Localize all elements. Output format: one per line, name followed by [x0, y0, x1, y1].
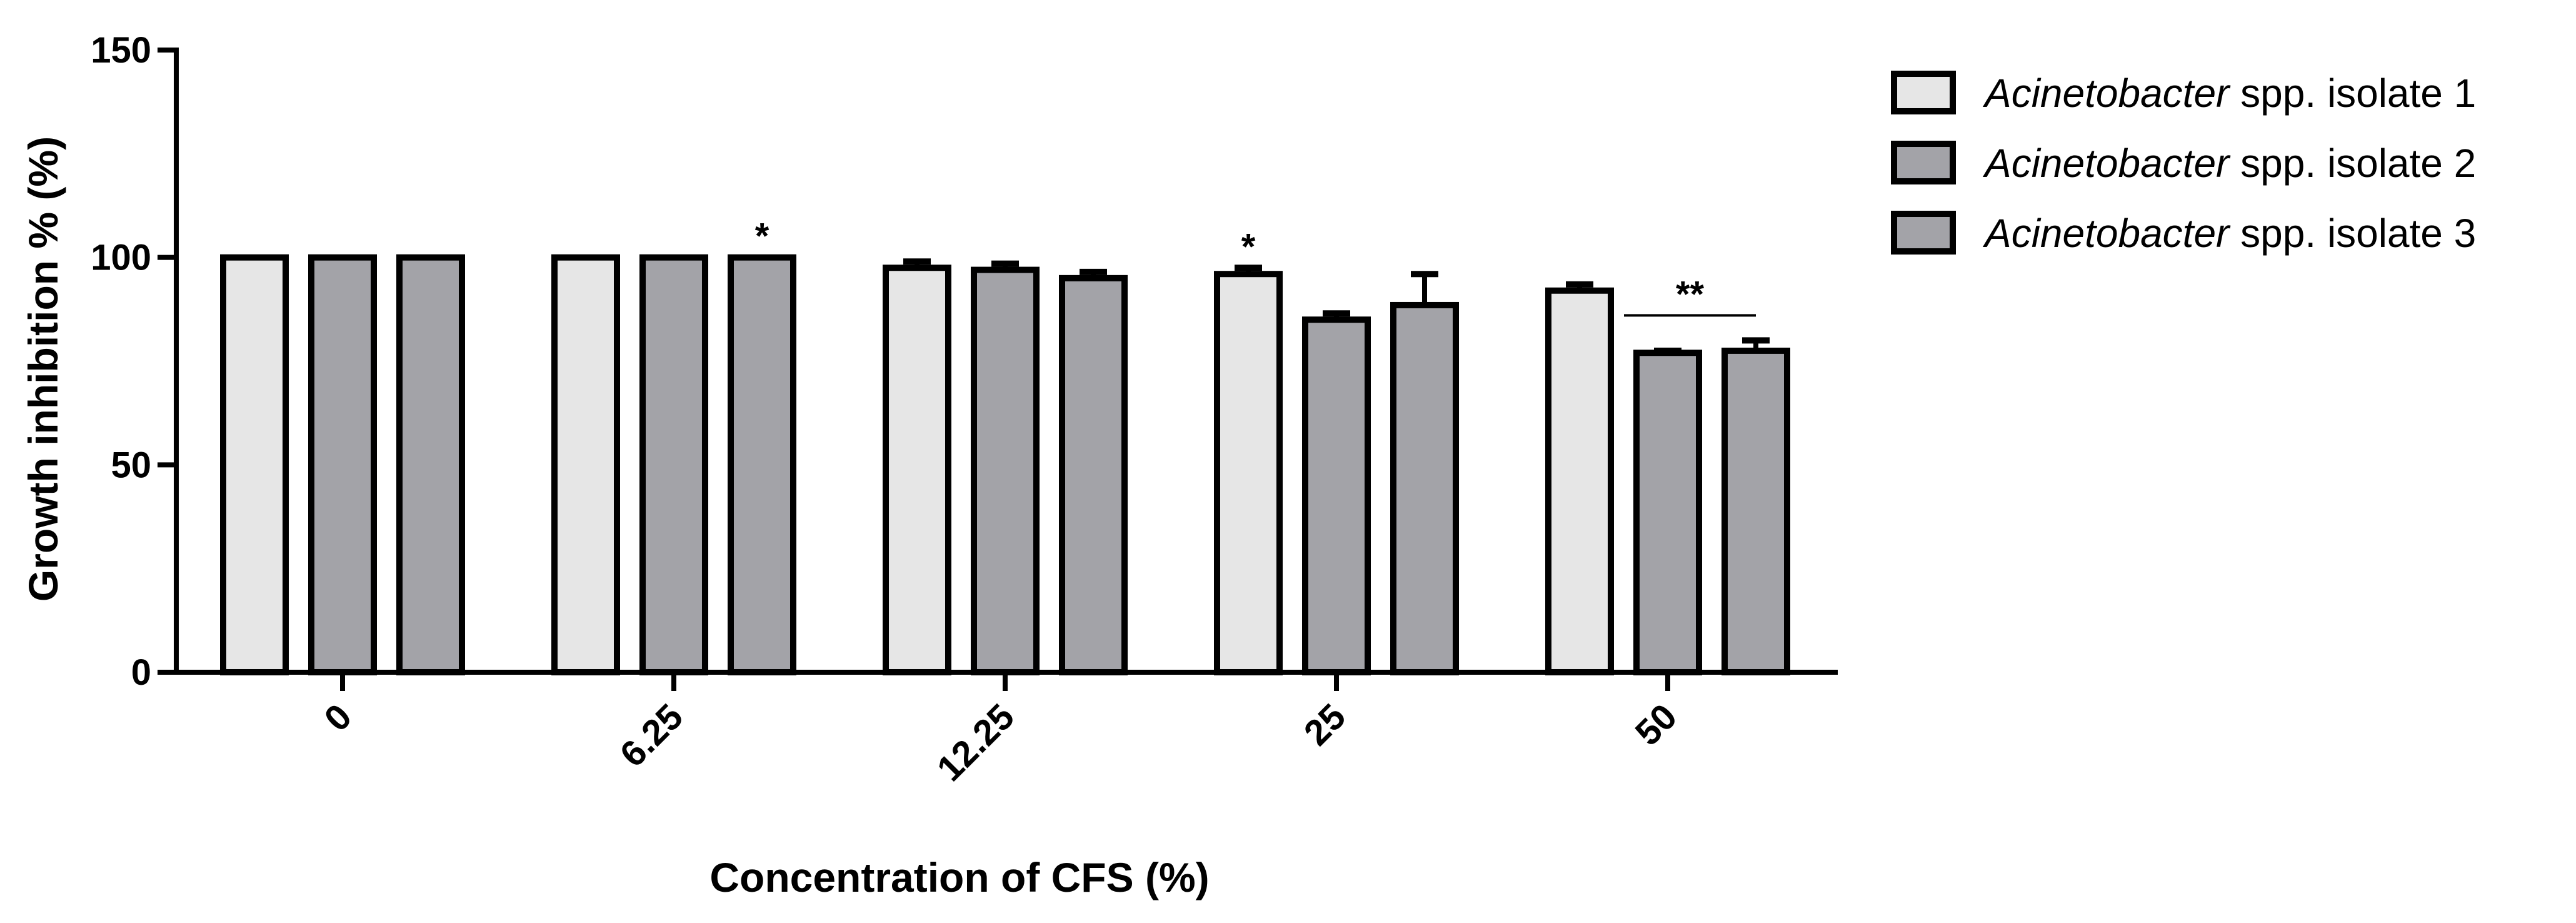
legend-label-rest: spp. isolate 3 [2229, 211, 2476, 256]
x-tick-label: 25 [1296, 696, 1354, 754]
bar [1390, 301, 1459, 675]
bar [1302, 316, 1371, 675]
bar [1214, 271, 1283, 675]
y-tick-label: 150 [91, 30, 151, 71]
bar [971, 266, 1040, 676]
y-tick-label: 50 [111, 445, 151, 485]
bar [1545, 287, 1614, 675]
legend-swatch [1891, 141, 1956, 184]
legend-label-genus: Acinetobacter [1982, 71, 2231, 116]
legend-swatch [1891, 71, 1956, 114]
bar [728, 254, 796, 675]
legend-label-rest: spp. isolate 2 [2229, 141, 2476, 186]
x-axis: 0 6.25 12.25 25 50 [174, 670, 1838, 789]
bar [220, 254, 289, 675]
legend-label-rest: spp. isolate 1 [2229, 71, 2476, 116]
x-axis-title: Concentration of CFS (%) [709, 854, 1209, 900]
legend-label: Acinetobacter spp. isolate 3 [1982, 211, 2476, 256]
x-tick-label: 12.25 [930, 696, 1023, 789]
y-axis: 0 50 100 150 [91, 30, 179, 693]
bar [551, 254, 620, 675]
bar [639, 254, 708, 675]
y-tick-label: 0 [131, 652, 151, 693]
y-tick-label: 100 [91, 238, 151, 278]
legend-label: Acinetobacter spp. isolate 1 [1982, 71, 2476, 116]
bar [1722, 347, 1790, 675]
bar [883, 265, 951, 675]
significance-label: ** [1676, 274, 1705, 315]
significance-label: * [1241, 226, 1256, 267]
bar [1059, 275, 1128, 676]
significance-label: * [755, 216, 769, 257]
legend-label-genus: Acinetobacter [1982, 141, 2231, 186]
legend: Acinetobacter spp. isolate 1Acinetobacte… [1891, 71, 2476, 256]
legend-label-genus: Acinetobacter [1982, 211, 2231, 256]
legend-swatch [1891, 211, 1956, 255]
legend-label: Acinetobacter spp. isolate 2 [1982, 141, 2476, 186]
bars [220, 254, 1790, 676]
bar [396, 254, 465, 675]
annotations: * *** [755, 216, 1756, 317]
x-tick-label: 6.25 [612, 696, 691, 775]
x-tick-label: 0 [316, 696, 359, 739]
bar [308, 254, 377, 675]
y-axis-title: Growth inhibition % (%) [20, 136, 66, 602]
bar [1633, 350, 1702, 675]
x-tick-label: 50 [1628, 696, 1685, 754]
